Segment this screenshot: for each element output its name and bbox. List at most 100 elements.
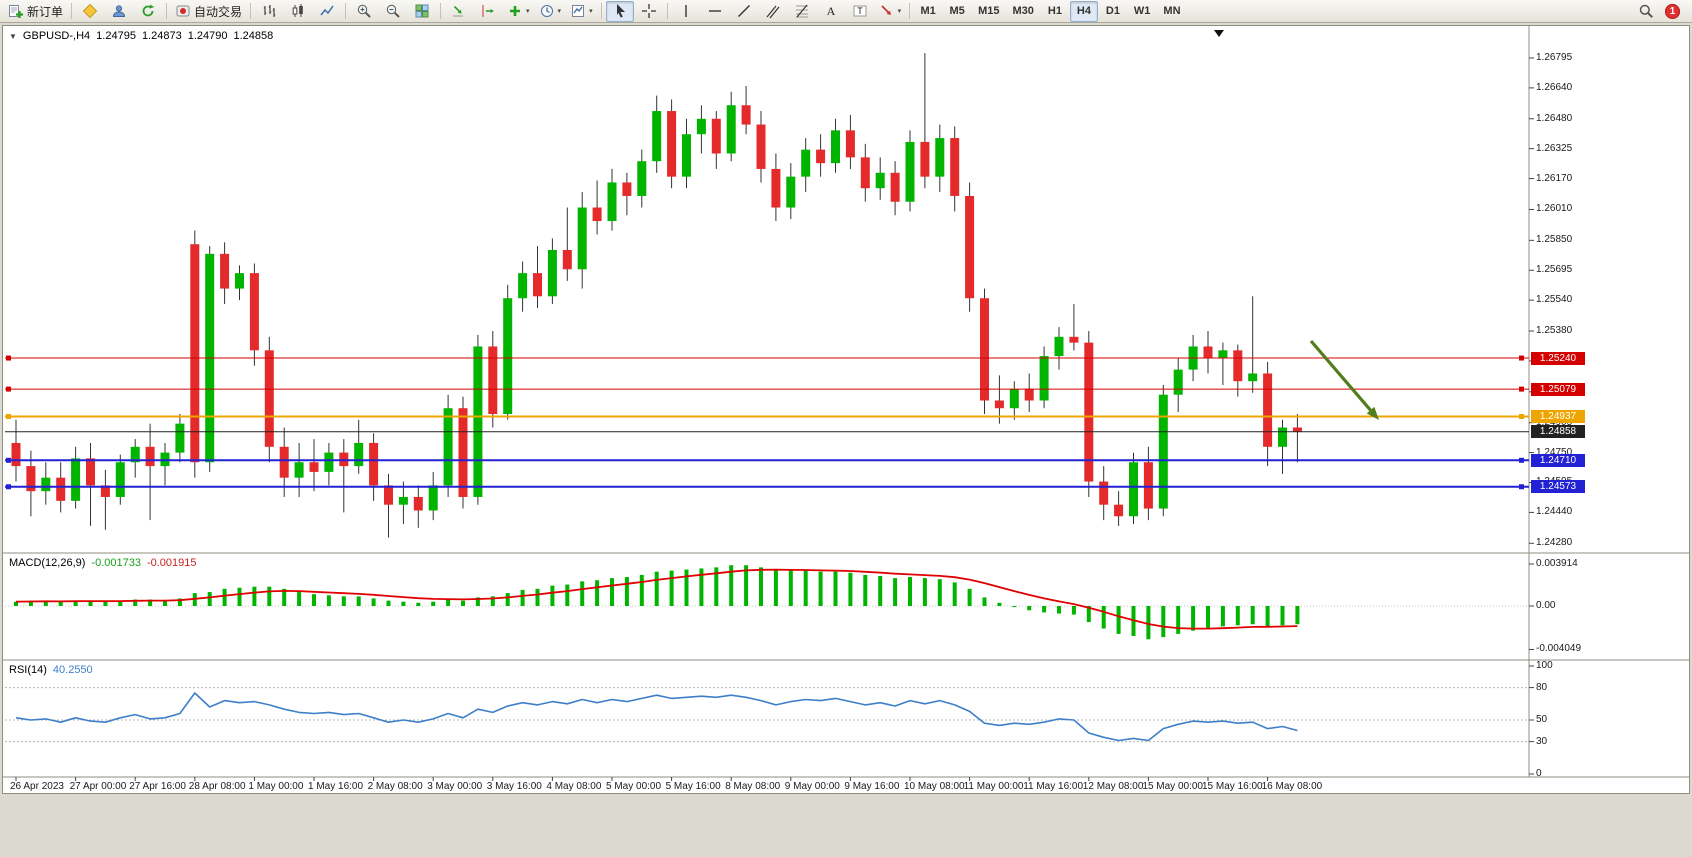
crosshair-icon [641,3,657,19]
crosshair-button[interactable] [635,1,663,22]
price-level-badge: 1.24710 [1531,453,1585,467]
macd-histogram-bar [73,600,78,606]
text-icon: A [823,3,839,19]
candlestick-chart-button[interactable] [284,1,312,22]
trendline-button[interactable] [730,1,758,22]
one-click-trading-toggle-icon[interactable]: ▼ [9,31,17,41]
timeframe-m30-button[interactable]: M30 [1007,1,1040,22]
candle-body [533,273,542,297]
rsi-line [15,692,1298,742]
arrow-annotation-head[interactable] [1366,406,1379,420]
macd-histogram-bar [952,582,957,606]
macd-histogram-bar [1250,606,1255,625]
line-handle[interactable] [1519,355,1524,361]
auto-scroll-icon [451,3,467,19]
macd-histogram-bar [833,571,838,606]
bar-chart-button[interactable] [255,1,283,22]
candle-body [384,485,393,505]
macd-histogram-bar [297,592,302,606]
down-triangle-marker [1214,30,1224,37]
tile-windows-button[interactable] [408,1,436,22]
chart-high-value: 1.24873 [141,30,182,42]
macd-histogram-bar [1235,606,1240,626]
chart-canvas[interactable] [3,26,1689,793]
time-tick-label: 4 May 08:00 [546,781,602,792]
line-handle[interactable] [1519,457,1524,463]
line-chart-button[interactable] [313,1,341,22]
label-button[interactable]: T [846,1,874,22]
candle-body [1203,346,1213,359]
dropdown-caret-icon: ▾ [589,7,593,15]
macd-histogram-bar [595,580,600,606]
refresh-button[interactable] [134,1,162,22]
toolbar-button-label: 新订单 [27,4,64,19]
fibonacci-button[interactable] [788,1,816,22]
line-handle[interactable] [6,414,11,420]
profiles-button[interactable] [105,1,133,22]
new-order-button[interactable]: 新订单 [4,1,67,22]
search-button[interactable] [1632,1,1660,22]
candle-body [458,408,468,497]
price-tick-label: 1.26640 [1536,81,1573,93]
timeframe-d1-button[interactable]: D1 [1099,1,1127,22]
autotrade-button[interactable]: 自动交易 [171,1,246,22]
line-handle[interactable] [6,484,11,490]
channel-button[interactable] [759,1,787,22]
macd-histogram-bar [803,570,808,606]
candle-body [562,249,572,270]
timeframe-mn-button[interactable]: MN [1157,1,1186,22]
timeframe-h4-button[interactable]: H4 [1069,0,1098,22]
arrows-button[interactable]: ▾ [875,1,906,22]
notification-button[interactable]: 1 [1665,3,1680,19]
rsi-tick-label: 30 [1536,735,1548,747]
periods-button[interactable]: ▾ [535,1,566,22]
timeframe-label: M5 [949,5,965,17]
line-handle[interactable] [6,386,11,392]
candle-body [890,172,900,202]
line-handle[interactable] [1519,386,1524,392]
timeframe-m15-button[interactable]: M15 [972,1,1005,22]
vertical-line-button[interactable] [672,1,700,22]
metaeditor-button[interactable] [76,1,104,22]
indicators-button[interactable]: ▾ [503,1,534,22]
macd-histogram-bar [982,597,987,606]
line-handle[interactable] [1519,414,1524,420]
line-handle[interactable] [1519,484,1524,490]
macd-histogram-bar [88,600,93,606]
candle-body [100,485,110,497]
text-button[interactable]: A [817,1,845,22]
candle-body [279,446,289,478]
horizontal-line-button[interactable] [701,1,729,22]
templates-button[interactable]: ▾ [566,1,597,22]
line-handle[interactable] [6,355,11,361]
zoom-out-button[interactable] [379,1,407,22]
auto-scroll-button[interactable] [445,1,473,22]
macd-histogram-bar [222,588,227,606]
timeframe-m1-button[interactable]: M1 [914,1,942,22]
macd-histogram-bar [282,588,287,606]
chart-shift-button[interactable] [474,1,502,22]
cursor-button[interactable] [605,0,634,22]
search-icon [1638,3,1654,19]
timeframe-w1-button[interactable]: W1 [1128,1,1157,22]
toolbar-separator [440,3,442,19]
macd-histogram-bar [759,567,763,606]
tile-windows-icon [414,3,430,19]
svg-text:T: T [857,6,863,16]
arrow-annotation[interactable] [1309,339,1372,412]
candle-body [726,105,736,154]
price-level-badge: 1.24937 [1531,410,1585,423]
timeframe-h1-button[interactable]: H1 [1041,1,1069,22]
macd-histogram-bar [1071,606,1076,615]
timeframe-m5-button[interactable]: M5 [943,1,971,22]
line-handle[interactable] [6,457,11,463]
fibonacci-icon [794,3,810,19]
add-indicator-icon [507,3,523,19]
rsi-tick-label: 50 [1536,714,1548,725]
zoom-in-button[interactable] [350,1,378,22]
candle-body [622,182,632,196]
macd-histogram-bar [848,572,853,606]
candle-body [607,182,617,222]
candle-body [145,446,155,467]
macd-histogram-bar [148,599,153,606]
